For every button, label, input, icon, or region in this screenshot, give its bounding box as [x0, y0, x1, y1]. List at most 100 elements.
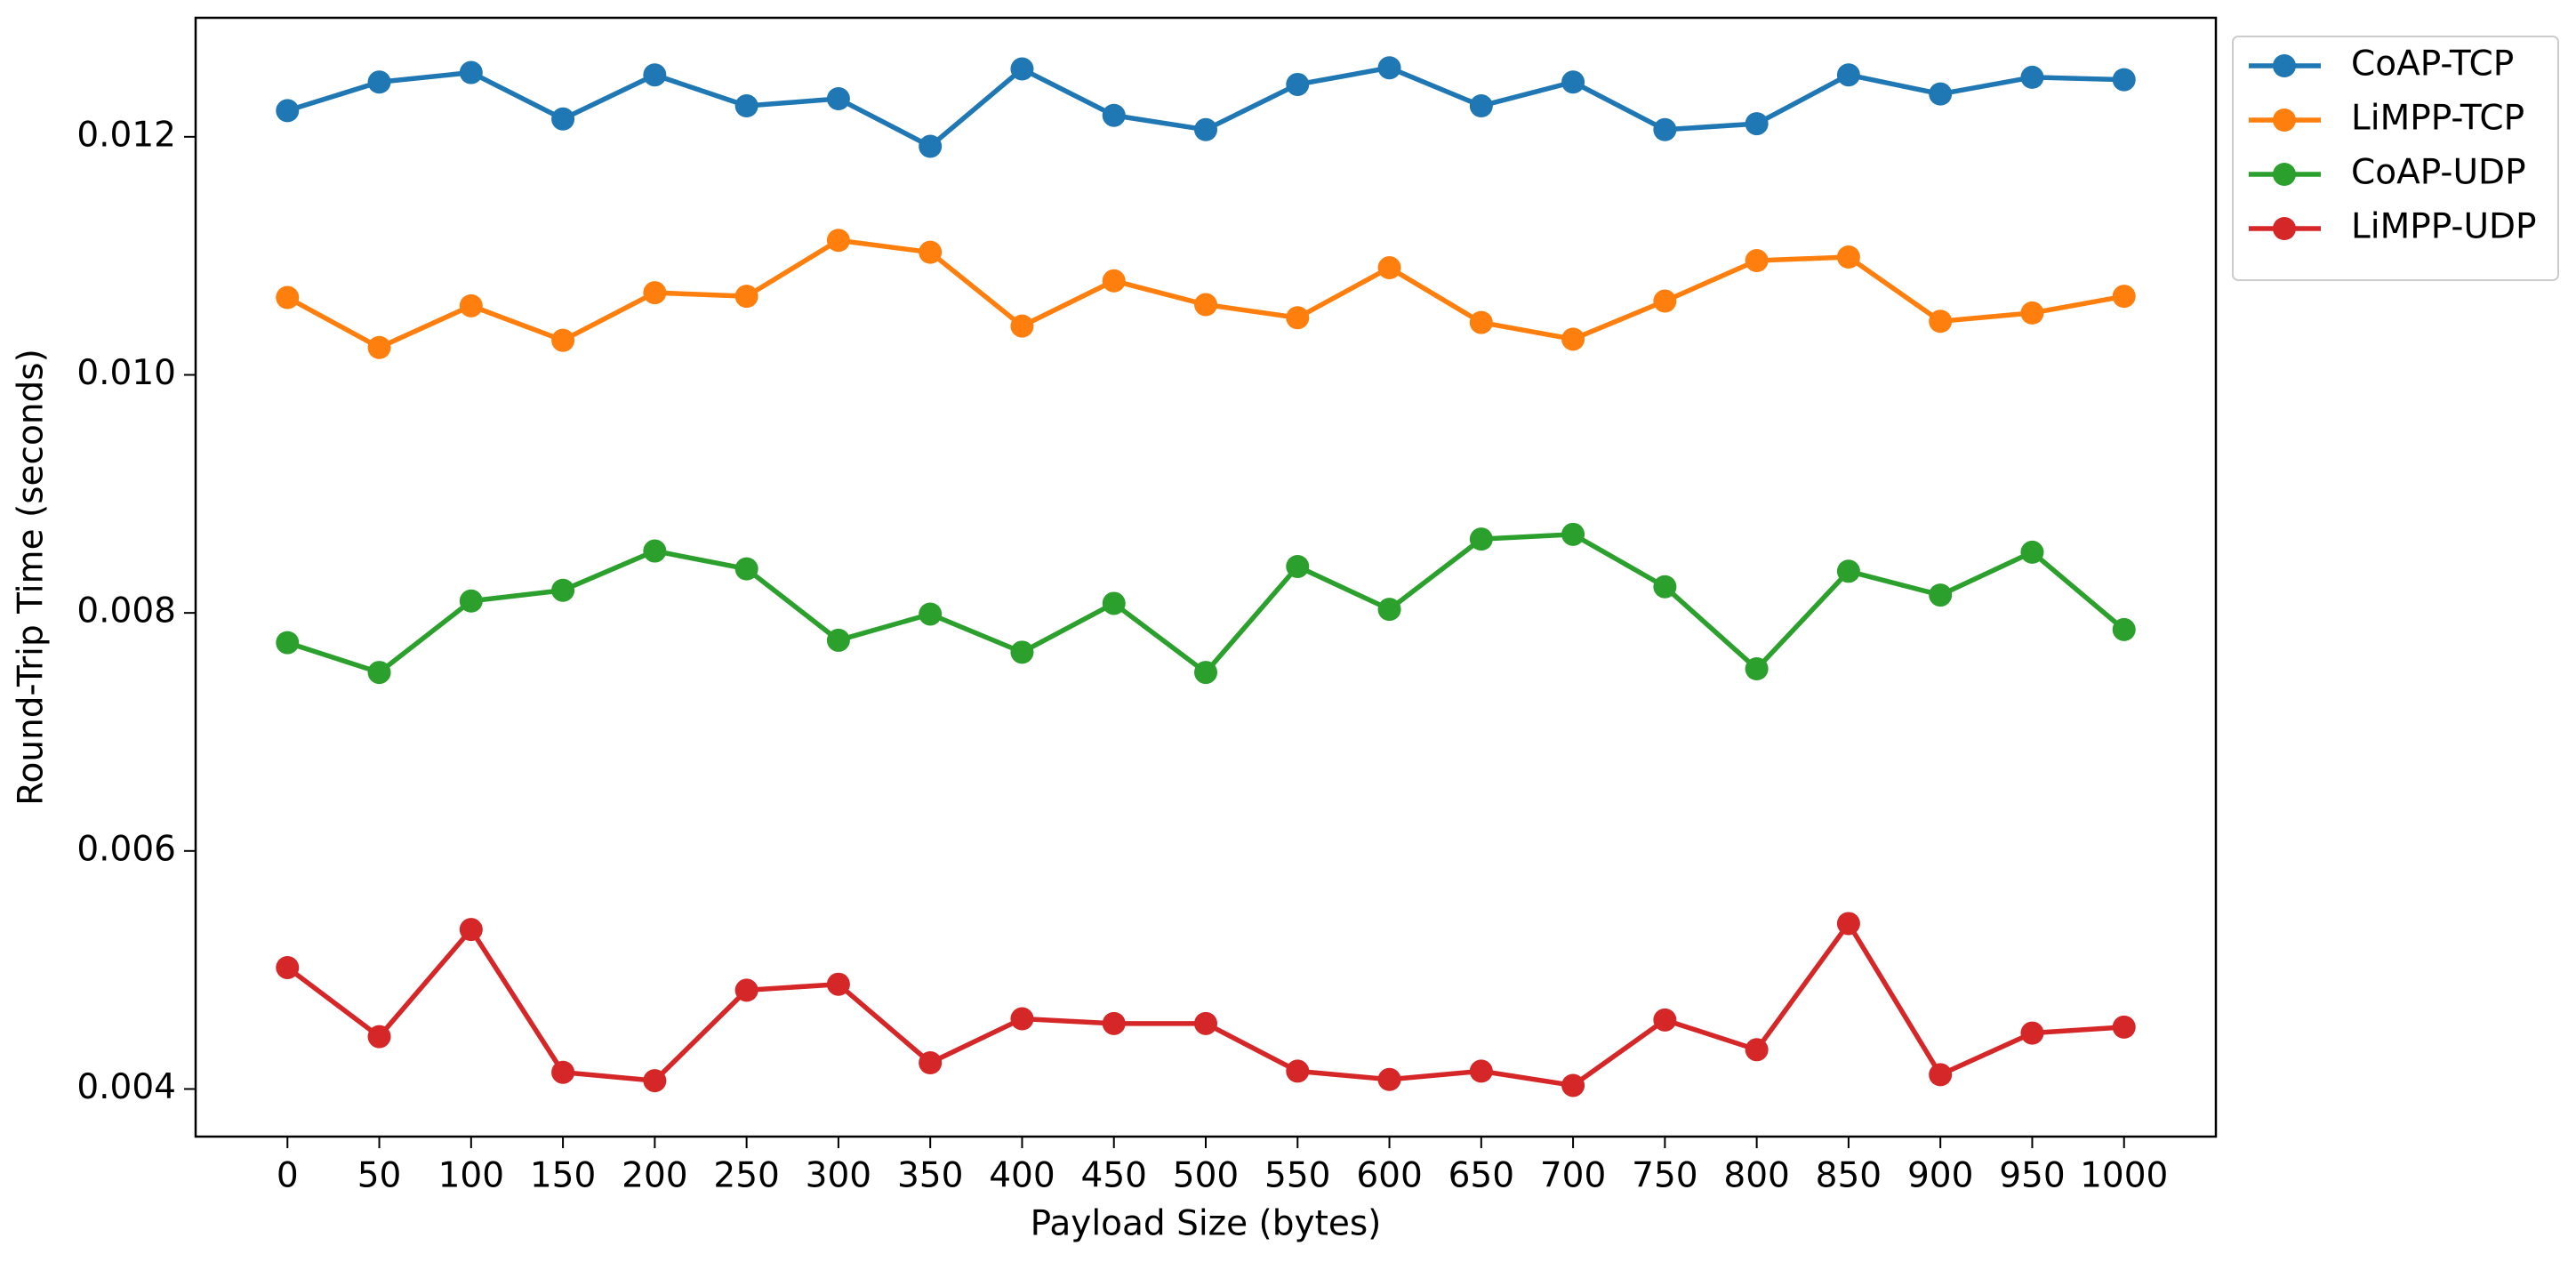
data-point: [367, 335, 391, 359]
data-point: [2020, 540, 2044, 564]
x-tick-label: 1000: [2080, 1156, 2168, 1196]
data-point: [2020, 301, 2044, 325]
data-point: [2112, 68, 2136, 92]
data-point: [459, 589, 483, 613]
plot-frame: [194, 16, 2218, 1138]
data-point: [1377, 56, 1401, 80]
data-point: [643, 281, 667, 305]
legend-label: CoAP-TCP: [2351, 44, 2514, 84]
data-point: [919, 240, 943, 264]
data-point: [367, 661, 391, 685]
legend-box: [2232, 36, 2559, 281]
x-tick-label: 50: [357, 1156, 402, 1196]
data-point: [276, 99, 300, 123]
data-point: [1102, 269, 1126, 293]
data-point: [2112, 1015, 2136, 1039]
legend-label: LiMPP-TCP: [2351, 99, 2524, 139]
x-tick-label: 500: [1173, 1156, 1239, 1196]
data-point: [551, 107, 575, 131]
data-point: [919, 134, 943, 158]
data-point: [1836, 559, 1860, 583]
data-point: [367, 1025, 391, 1049]
data-point: [1929, 1063, 1953, 1087]
y-tick-label: 0.004: [76, 1067, 176, 1107]
data-point: [1286, 554, 1310, 578]
series-line: [286, 532, 2126, 675]
data-point: [1286, 72, 1310, 96]
data-point: [1102, 1011, 1126, 1035]
data-point: [1377, 256, 1401, 280]
x-tick-label: 100: [438, 1156, 504, 1196]
data-point: [1469, 94, 1493, 118]
legend-marker: [2273, 109, 2296, 132]
data-point: [1377, 1067, 1401, 1091]
data-point: [551, 1060, 575, 1084]
data-point: [919, 602, 943, 626]
x-tick-label: 0: [277, 1156, 299, 1196]
data-point: [1653, 117, 1677, 141]
data-point: [1010, 640, 1034, 664]
data-point: [734, 285, 758, 309]
data-point: [1561, 522, 1585, 546]
data-point: [643, 1069, 667, 1093]
data-point: [1010, 314, 1034, 338]
data-point: [1561, 1073, 1585, 1097]
data-point: [551, 328, 575, 352]
y-axis-label: Round-Trip Time (seconds): [12, 349, 52, 806]
data-point: [276, 955, 300, 979]
data-point: [1469, 310, 1493, 334]
data-point: [826, 628, 850, 652]
y-tick-label: 0.008: [76, 591, 176, 631]
data-point: [1745, 249, 1769, 273]
data-point: [459, 918, 483, 942]
data-point: [1836, 912, 1860, 936]
x-tick-label: 850: [1816, 1156, 1882, 1196]
data-point: [1561, 70, 1585, 94]
data-point: [643, 539, 667, 563]
x-tick-label: 800: [1723, 1156, 1789, 1196]
data-point: [1469, 527, 1493, 551]
data-point: [1102, 103, 1126, 127]
data-point: [734, 94, 758, 118]
data-point: [1561, 327, 1585, 351]
data-point: [826, 972, 850, 996]
data-point: [826, 229, 850, 253]
x-tick-label: 250: [713, 1156, 779, 1196]
data-point: [1377, 598, 1401, 622]
y-tick-label: 0.006: [76, 829, 176, 869]
legend-label: LiMPP-UDP: [2351, 207, 2537, 247]
x-tick-label: 450: [1081, 1156, 1147, 1196]
data-point: [459, 60, 483, 84]
data-point: [734, 978, 758, 1002]
data-point: [1286, 306, 1310, 330]
data-point: [1653, 289, 1677, 313]
data-point: [1194, 1011, 1217, 1035]
data-point: [1836, 63, 1860, 87]
x-tick-label: 150: [530, 1156, 596, 1196]
data-point: [1194, 661, 1217, 685]
data-point: [1929, 82, 1953, 106]
data-point: [1010, 57, 1034, 81]
data-point: [1929, 583, 1953, 607]
data-point: [276, 285, 300, 309]
x-tick-label: 700: [1540, 1156, 1606, 1196]
x-tick-label: 650: [1448, 1156, 1514, 1196]
x-tick-label: 550: [1264, 1156, 1330, 1196]
data-point: [643, 63, 667, 87]
data-point: [1745, 657, 1769, 681]
legend-marker: [2273, 163, 2296, 186]
data-point: [1745, 1038, 1769, 1062]
legend-marker: [2273, 54, 2296, 77]
x-tick-label: 900: [1907, 1156, 1973, 1196]
x-tick-label: 300: [806, 1156, 871, 1196]
y-tick-label: 0.012: [76, 115, 176, 155]
data-point: [734, 557, 758, 581]
x-tick-label: 200: [622, 1156, 687, 1196]
data-point: [1010, 1007, 1034, 1031]
data-point: [1653, 575, 1677, 599]
x-tick-label: 750: [1632, 1156, 1697, 1196]
y-tick-label: 0.010: [76, 353, 176, 393]
data-point: [459, 293, 483, 318]
